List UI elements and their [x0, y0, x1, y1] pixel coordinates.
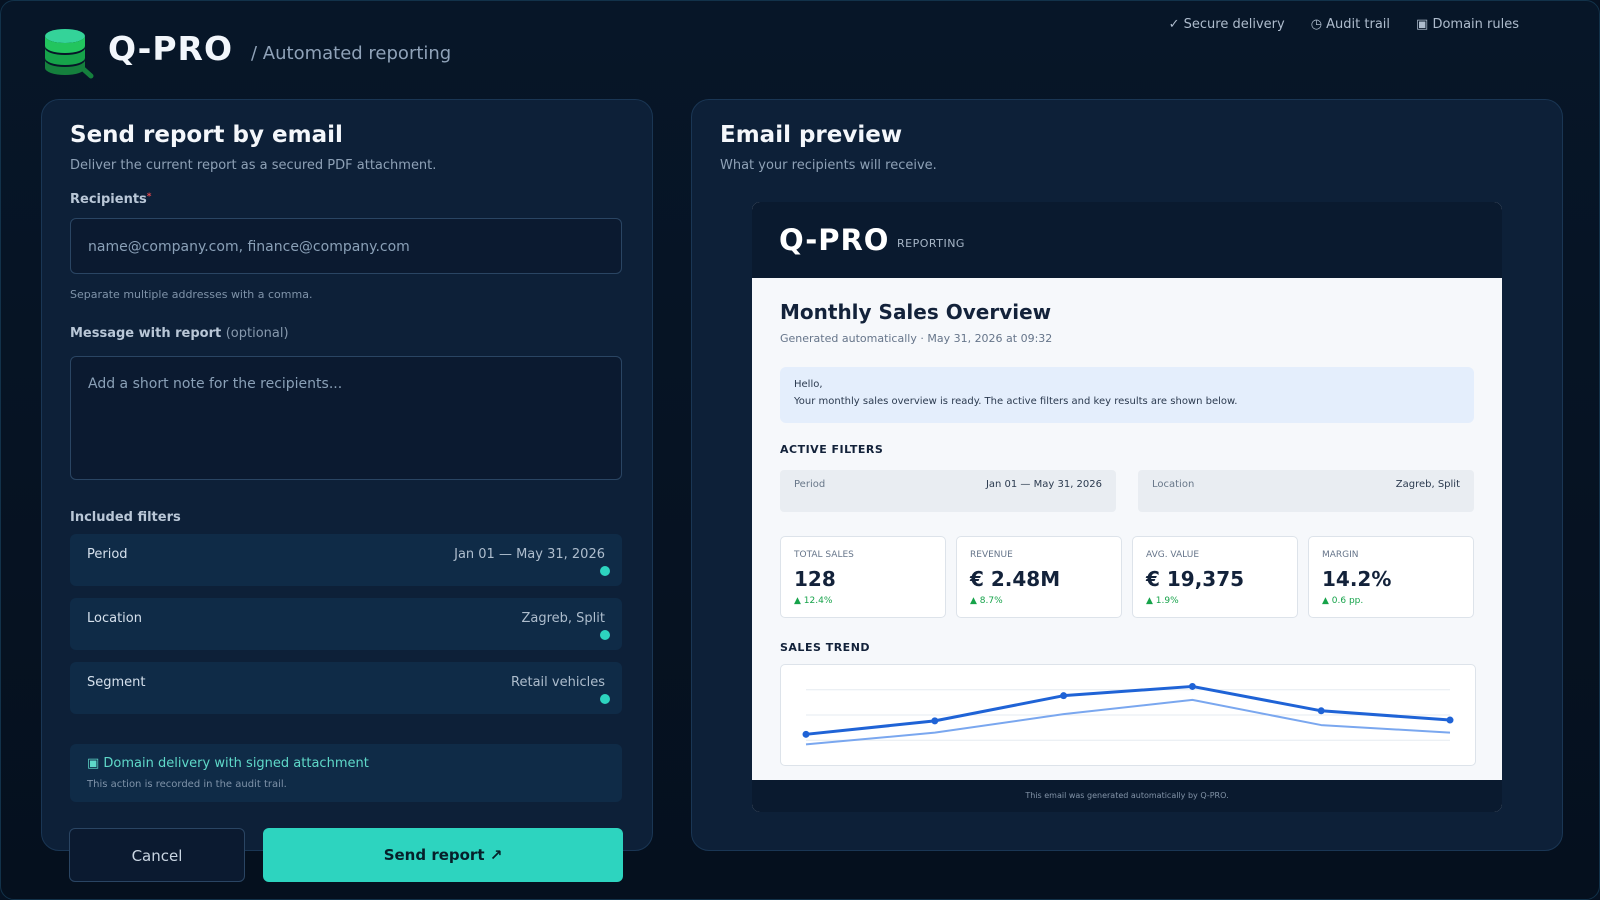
form-title: Send report by email: [70, 122, 343, 148]
trend-point-5: [1446, 716, 1454, 724]
filter-row-period: Period Jan 01 — May 31, 2026: [70, 534, 622, 586]
kpi-value: € 2.48M: [970, 567, 1061, 591]
kpi-label: MARGIN: [1322, 550, 1359, 560]
message-label: Message with report (optional): [70, 326, 289, 341]
email-filter-location: Location Zagreb, Split: [1138, 470, 1474, 512]
filter-name: Location: [87, 611, 142, 626]
brand-name: Q-PRO: [108, 29, 234, 68]
filter-value: Zagreb, Split: [521, 611, 605, 626]
filter-value: Retail vehicles: [511, 675, 605, 690]
required-mark: *: [146, 192, 152, 202]
cancel-button[interactable]: Cancel: [69, 828, 245, 882]
notice-subtitle: This action is recorded in the audit tra…: [87, 779, 287, 790]
send-report-panel: Send report by email Deliver the current…: [41, 99, 653, 851]
form-subtitle: Deliver the current report as a secured …: [70, 158, 437, 173]
active-filters-title: ACTIVE FILTERS: [780, 443, 884, 456]
email-filter-value: Zagreb, Split: [1395, 479, 1460, 490]
email-heading: Monthly Sales Overview: [780, 300, 1052, 324]
recipients-input[interactable]: name@company.com, finance@company.com: [70, 218, 622, 274]
preview-subtitle: What your recipients will receive.: [720, 158, 937, 173]
sales-trend-chart: [780, 664, 1476, 766]
trend-series-line-1: [805, 698, 1451, 746]
filter-name: Segment: [87, 675, 146, 690]
recipients-hint: Separate multiple addresses with a comma…: [70, 288, 313, 301]
trend-series-line-0: [805, 684, 1451, 736]
filter-value: Jan 01 — May 31, 2026: [454, 547, 605, 562]
recipients-label: Recipients*: [70, 192, 152, 207]
email-preview-panel: Email preview What your recipients will …: [691, 99, 1563, 851]
email-tag: REPORTING: [897, 237, 965, 250]
trend-point-1: [931, 717, 939, 725]
filter-name: Period: [87, 547, 128, 562]
kpi-label: TOTAL SALES: [794, 550, 854, 560]
status-dot-icon: [600, 566, 610, 576]
email-preview: Q-PRO REPORTING Monthly Sales Overview G…: [752, 202, 1502, 812]
kpi-delta: ▲ 0.6 pp.: [1322, 596, 1364, 606]
kpi-margin: MARGIN 14.2% ▲ 0.6 pp.: [1308, 536, 1474, 618]
email-filter-period: Period Jan 01 — May 31, 2026: [780, 470, 1116, 512]
trend-point-0: [802, 730, 810, 738]
email-greeting: Hello, Your monthly sales overview is re…: [780, 367, 1474, 423]
trend-point-2: [1060, 692, 1068, 700]
greeting-body: Your monthly sales overview is ready. Th…: [794, 396, 1238, 407]
email-body: Monthly Sales Overview Generated automat…: [752, 278, 1502, 780]
kpi-delta: ▲ 1.9%: [1146, 596, 1179, 606]
nav-domain-rules[interactable]: ▣ Domain rules: [1416, 17, 1519, 32]
email-header: Q-PRO REPORTING: [752, 202, 1502, 278]
included-filters-label: Included filters: [70, 510, 181, 525]
filter-row-location: Location Zagreb, Split: [70, 598, 622, 650]
greeting-line: Hello,: [794, 379, 823, 390]
message-textarea[interactable]: Add a short note for the recipients...: [70, 356, 622, 480]
email-generated: Generated automatically · May 31, 2026 a…: [780, 332, 1053, 345]
notice-title: ▣ Domain delivery with signed attachment: [87, 756, 369, 771]
preview-title: Email preview: [720, 122, 903, 148]
breadcrumb: / Automated reporting: [251, 43, 452, 64]
trend-point-3: [1188, 682, 1196, 690]
email-filter-name: Location: [1152, 479, 1195, 490]
status-dot-icon: [600, 694, 610, 704]
email-filter-name: Period: [794, 479, 826, 490]
sales-trend-svg: [802, 682, 1454, 746]
kpi-delta: ▲ 12.4%: [794, 596, 833, 606]
kpi-avg-value: AVG. VALUE € 19,375 ▲ 1.9%: [1132, 536, 1298, 618]
kpi-delta: ▲ 8.7%: [970, 596, 1003, 606]
kpi-revenue: REVENUE € 2.48M ▲ 8.7%: [956, 536, 1122, 618]
kpi-value: € 19,375: [1146, 567, 1245, 591]
kpi-total-sales: TOTAL SALES 128 ▲ 12.4%: [780, 536, 946, 618]
sales-trend-title: SALES TREND: [780, 641, 871, 654]
email-brand: Q-PRO: [779, 223, 890, 257]
top-nav: ✓ Secure delivery ◷ Audit trail ▣ Domain…: [1169, 17, 1519, 32]
nav-secure-delivery[interactable]: ✓ Secure delivery: [1168, 17, 1285, 32]
kpi-label: REVENUE: [970, 550, 1013, 560]
email-footer: This email was generated automatically b…: [752, 780, 1502, 812]
kpi-label: AVG. VALUE: [1146, 550, 1200, 560]
filter-row-segment: Segment Retail vehicles: [70, 662, 622, 714]
nav-audit-trail[interactable]: ◷ Audit trail: [1310, 17, 1391, 32]
email-filter-value: Jan 01 — May 31, 2026: [985, 479, 1102, 490]
kpi-value: 14.2%: [1322, 567, 1392, 591]
status-dot-icon: [600, 630, 610, 640]
kpi-value: 128: [794, 567, 836, 591]
trend-point-4: [1317, 707, 1325, 715]
send-report-button[interactable]: Send report ↗: [263, 828, 623, 882]
domain-delivery-notice: ▣ Domain delivery with signed attachment…: [70, 744, 622, 802]
database-search-logo-icon: [45, 29, 94, 79]
